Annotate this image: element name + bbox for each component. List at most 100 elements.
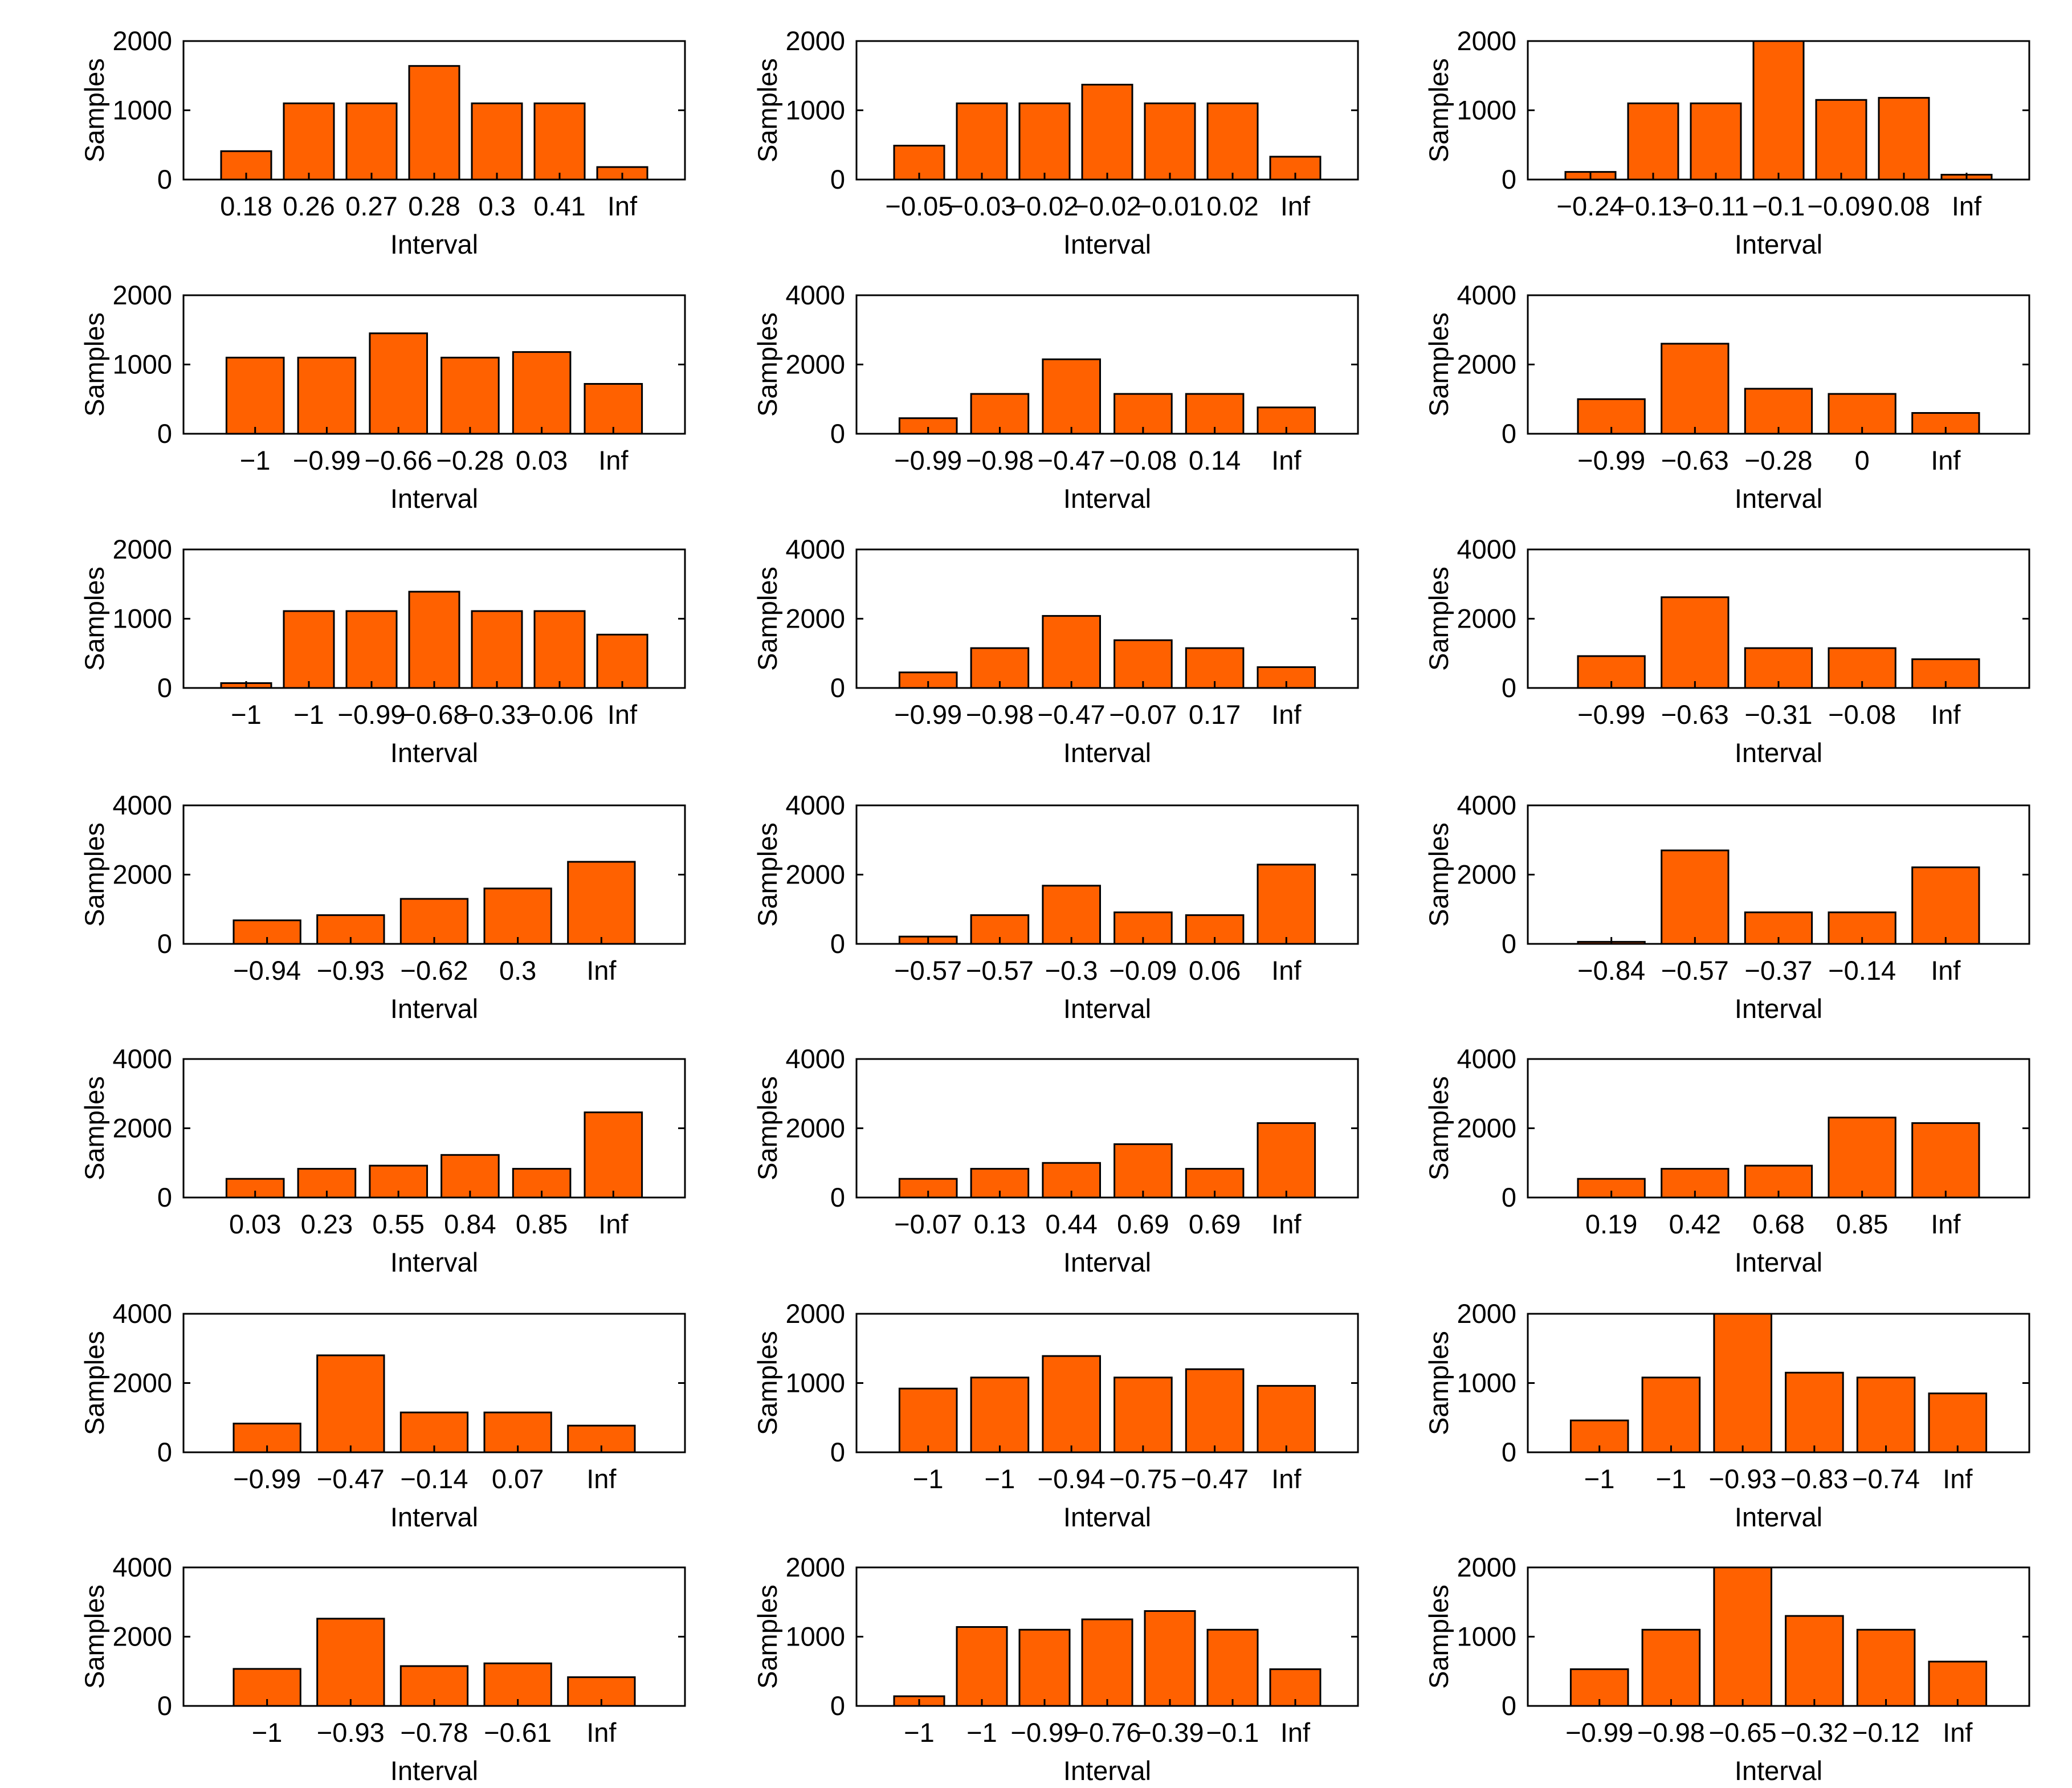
chart-10-bar-3: [399, 898, 469, 945]
chart-11-ytick-label-1: 2000: [785, 860, 845, 890]
chart-8-ytick-label-0: 0: [830, 673, 845, 703]
chart-20-xlabel: Interval: [1063, 1756, 1151, 1786]
chart-17-ytick-label-0: 0: [830, 1437, 845, 1467]
chart-9-xtick-label-4: −0.08: [1828, 699, 1896, 730]
chart-3-bar-3: [1690, 102, 1742, 181]
chart-11-xtick-label-4: −0.09: [1109, 955, 1177, 985]
chart-10-xtick-label-3: −0.62: [401, 955, 468, 985]
chart-13-xtick-label-3: 0.55: [372, 1209, 424, 1239]
chart-15-xtick-label-4: 0.85: [1836, 1209, 1888, 1239]
chart-8-bar-4: [1114, 639, 1173, 689]
chart-6-xtick-label-2: −0.63: [1661, 445, 1729, 475]
chart-15-ytick-label-2: 4000: [1457, 1044, 1516, 1074]
chart-17-xtick-label-2: −1: [985, 1464, 1015, 1494]
chart-21-xtick-label-2: −0.98: [1637, 1717, 1705, 1748]
chart-17-bar-4: [1114, 1376, 1173, 1453]
chart-17-xtick-label-3: −0.94: [1038, 1464, 1106, 1494]
chart-21-xtick-label-5: −0.12: [1852, 1717, 1920, 1748]
chart-9-xtick-label-1: −0.99: [1577, 699, 1645, 730]
chart-2-xlabel: Interval: [1063, 229, 1151, 259]
chart-1-xtick-label-2: 0.26: [283, 191, 335, 221]
chart-1-xtick-label-5: 0.3: [478, 191, 515, 221]
chart-17-xtick-label-4: −0.75: [1109, 1464, 1177, 1494]
chart-20-xtick-label-7: Inf: [1280, 1717, 1311, 1748]
chart-7-ylabel: Samples: [79, 567, 109, 671]
chart-2-ytick-label-1: 1000: [785, 95, 845, 125]
chart-21-ylabel: Samples: [1424, 1585, 1454, 1689]
chart-13-xtick-label-5: 0.85: [516, 1209, 568, 1239]
chart-3-xtick-label-5: −0.09: [1808, 191, 1875, 221]
chart-15-xlabel: Interval: [1735, 1247, 1822, 1277]
chart-13-bar-6: [584, 1111, 643, 1199]
chart-4-bar-6: [584, 383, 643, 435]
chart-20-bar-3: [1018, 1628, 1071, 1707]
chart-1-xtick-label-3: 0.27: [345, 191, 397, 221]
chart-7-xtick-label-2: −1: [293, 699, 324, 730]
chart-1-xlabel: Interval: [390, 229, 478, 259]
chart-14-ytick-label-0: 0: [830, 1182, 845, 1212]
chart-19-xtick-label-1: −1: [252, 1717, 283, 1748]
chart-13-xtick-label-2: 0.23: [301, 1209, 353, 1239]
chart-10-xtick-label-5: Inf: [586, 955, 617, 985]
chart-8-xtick-label-3: −0.47: [1038, 699, 1106, 730]
chart-19-xtick-label-4: −0.61: [484, 1717, 552, 1748]
chart-21-ytick-label-0: 0: [1502, 1691, 1516, 1721]
chart-6-xtick-label-1: −0.99: [1577, 445, 1645, 475]
chart-7-xtick-label-5: −0.33: [463, 699, 531, 730]
chart-15-ytick-label-1: 2000: [1457, 1113, 1516, 1143]
chart-11-xtick-label-5: 0.06: [1189, 955, 1241, 985]
chart-12-ytick-label-1: 2000: [1457, 860, 1516, 890]
chart-15-xtick-label-3: 0.68: [1752, 1209, 1804, 1239]
chart-8-xtick-label-6: Inf: [1271, 699, 1302, 730]
chart-13-xlabel: Interval: [390, 1247, 478, 1277]
chart-16-ytick-label-0: 0: [157, 1437, 172, 1467]
chart-16-xtick-label-1: −0.99: [233, 1464, 301, 1494]
chart-6-xtick-label-4: 0: [1855, 445, 1870, 475]
chart-11-xtick-label-6: Inf: [1271, 955, 1302, 985]
chart-6-ylabel: Samples: [1424, 312, 1454, 417]
chart-14-xlabel: Interval: [1063, 1247, 1151, 1277]
chart-20-bar-2: [956, 1626, 1008, 1707]
chart-10-xlabel: Interval: [390, 993, 478, 1024]
chart-9-ylabel: Samples: [1424, 567, 1454, 671]
chart-18-bar-2: [1641, 1376, 1701, 1453]
chart-18-xlabel: Interval: [1735, 1502, 1822, 1532]
chart-13-xtick-label-4: 0.84: [444, 1209, 496, 1239]
chart-1-ylabel: Samples: [79, 58, 109, 162]
chart-16-bar-1: [233, 1423, 301, 1453]
chart-20-xtick-label-3: −0.99: [1011, 1717, 1079, 1748]
chart-15-bar-5: [1911, 1122, 1980, 1199]
chart-10-xtick-label-1: −0.94: [233, 955, 301, 985]
chart-5-ytick-label-1: 2000: [785, 349, 845, 380]
chart-18-xtick-label-5: −0.74: [1852, 1464, 1920, 1494]
chart-4-xtick-label-3: −0.66: [365, 445, 433, 475]
chart-18-ytick-label-0: 0: [1502, 1437, 1516, 1467]
chart-15-xtick-label-1: 0.19: [1585, 1209, 1637, 1239]
chart-14-bar-6: [1257, 1122, 1316, 1199]
chart-9-xtick-label-2: −0.63: [1661, 699, 1729, 730]
chart-12-xlabel: Interval: [1735, 993, 1822, 1024]
chart-7-bar-6: [533, 610, 586, 689]
chart-19-bar-2: [316, 1618, 385, 1707]
chart-2-bar-3: [1018, 102, 1071, 181]
chart-21-xtick-label-3: −0.65: [1709, 1717, 1777, 1748]
chart-16-ytick-label-1: 2000: [112, 1368, 172, 1398]
chart-18-bar-5: [1856, 1376, 1916, 1453]
chart-1-bar-4: [408, 65, 460, 181]
chart-17-xtick-label-6: Inf: [1271, 1464, 1302, 1494]
chart-20-bar-4: [1081, 1618, 1133, 1707]
chart-20-xtick-label-5: −0.39: [1136, 1717, 1204, 1748]
chart-3-bar-6: [1878, 97, 1930, 181]
chart-10-bar-5: [567, 861, 636, 945]
chart-20-xtick-label-4: −0.76: [1074, 1717, 1141, 1748]
chart-3-xtick-label-7: Inf: [1952, 191, 1982, 221]
chart-3-xtick-label-4: −0.1: [1752, 191, 1805, 221]
chart-7-bar-4: [408, 590, 460, 689]
chart-8-ytick-label-2: 4000: [785, 534, 845, 564]
chart-16-bar-2: [316, 1354, 385, 1453]
chart-9-xlabel: Interval: [1735, 738, 1822, 768]
chart-4-xtick-label-2: −0.99: [293, 445, 361, 475]
chart-7-bar-2: [283, 610, 335, 689]
chart-6-bar-3: [1744, 388, 1813, 435]
chart-13-bar-4: [440, 1154, 500, 1199]
